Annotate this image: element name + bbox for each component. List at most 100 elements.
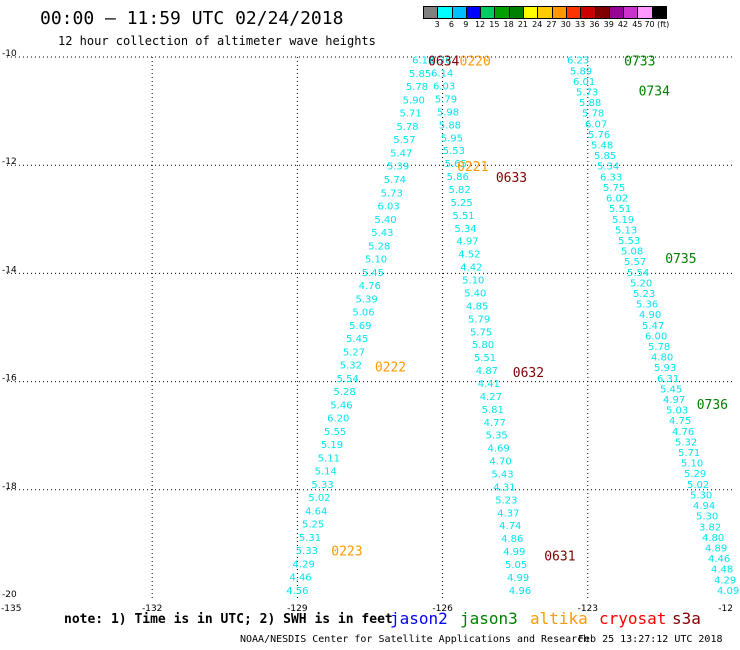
wave-height-value: 4.97	[663, 395, 685, 406]
pass-time-label: 0222	[375, 360, 406, 375]
wave-height-value: 5.93	[654, 363, 676, 374]
wave-height-value: 4.37	[497, 508, 519, 519]
legend-label: 21	[517, 20, 529, 29]
wave-height-value: 4.90	[639, 310, 661, 321]
lat-tick-label: -18	[2, 482, 17, 492]
lat-tick-label: -10	[2, 49, 17, 59]
wave-height-value: 5.76	[588, 130, 610, 141]
pass-time-label: 0736	[697, 398, 728, 413]
wave-height-value: 4.69	[487, 444, 509, 455]
wave-height-value: 6.02	[606, 194, 628, 205]
wave-height-value: 5.31	[299, 533, 321, 544]
wave-height-value: 4.74	[499, 521, 521, 532]
wave-height-value: 5.79	[435, 94, 457, 105]
legend-label: 18	[503, 20, 514, 29]
wave-height-value: 5.19	[321, 440, 343, 451]
wave-height-value: 5.53	[618, 236, 640, 247]
wave-height-value: 5.80	[472, 340, 494, 351]
wave-height-value: 5.40	[464, 288, 486, 299]
wave-height-value: 6.23	[567, 56, 589, 67]
wave-height-value: 4.86	[501, 534, 523, 545]
wave-height-value: 5.10	[462, 276, 484, 287]
wave-height-value: 4.76	[359, 281, 381, 292]
wave-height-value: 5.88	[579, 98, 601, 109]
wave-height-value: 5.79	[468, 314, 490, 325]
legend-labels: 3 6 9 12 15 18 21 24 27 30 33 36 39 42 45 70 (ft)	[423, 20, 670, 29]
wave-height-value: 5.27	[343, 347, 365, 358]
wave-height-value: 4.89	[705, 543, 727, 554]
pass-time-label: 0735	[665, 252, 696, 267]
wave-height-value: 4.80	[702, 533, 724, 544]
wave-height-value: 6.18	[412, 56, 434, 67]
wave-height-value: 5.45	[346, 334, 368, 345]
pass-time-label: 0733	[624, 55, 655, 70]
lat-tick-label: -20	[2, 590, 17, 600]
wave-height-value: 5.54	[627, 268, 649, 279]
wave-height-value: 5.65	[445, 159, 467, 170]
wave-height-value: 5.35	[486, 431, 508, 442]
lat-tick-label: -16	[2, 374, 17, 384]
wave-height-value: 6.07	[585, 119, 607, 130]
wave-height-value: 5.03	[666, 406, 688, 417]
wave-height-value: 5.10	[681, 459, 703, 470]
wave-height-value: 5.47	[642, 321, 664, 332]
lat-tick-label: -12	[2, 157, 17, 167]
wave-height-value: 5.78	[406, 82, 428, 93]
wave-height-value: 4.80	[651, 353, 673, 364]
wave-height-value: 5.25	[302, 520, 324, 531]
wave-height-value: 5.86	[447, 172, 469, 183]
wave-height-value: 5.39	[355, 294, 377, 305]
pass-time-label: 0632	[513, 366, 544, 381]
wave-height-value: 5.54	[337, 374, 359, 385]
wave-height-value: 3.82	[699, 522, 721, 533]
wave-height-value: 5.29	[684, 469, 706, 480]
wave-height-value: 5.89	[570, 66, 592, 77]
wave-height-value: 6.20	[327, 414, 349, 425]
wave-height-value: 5.34	[597, 162, 619, 173]
wave-height-value: 5.02	[308, 493, 330, 504]
lon-tick-label: -132	[142, 604, 162, 614]
wave-height-value: 5.78	[582, 109, 604, 120]
wave-height-value: 4.27	[480, 392, 502, 403]
satellite-jason3: jason3	[460, 609, 518, 628]
satellite-jason2: jason2	[390, 609, 448, 628]
pass-time-label: 0223	[331, 544, 362, 559]
wave-height-value: 5.45	[660, 384, 682, 395]
wave-height-value: 4.77	[484, 418, 506, 429]
wave-height-value: 5.20	[630, 278, 652, 289]
legend-label: 42	[617, 20, 629, 29]
wave-height-value: 4.46	[289, 573, 311, 584]
wave-height-value: 5.46	[330, 400, 352, 411]
wave-height-value: 5.85	[409, 69, 431, 80]
wave-height-value: 5.06	[352, 308, 374, 319]
wave-height-value: 4.64	[305, 506, 327, 517]
wave-height-value: 6.03	[433, 82, 455, 93]
wave-height-value: 5.23	[633, 289, 655, 300]
legend-label: 39	[603, 20, 614, 29]
pass-time-label: 0631	[544, 550, 575, 565]
wave-height-value: 4.75	[669, 416, 691, 427]
wave-height-value: 5.08	[621, 247, 643, 258]
wave-height-value: 5.51	[609, 204, 631, 215]
legend-label: 6	[448, 20, 454, 29]
wave-height-value: 5.81	[482, 405, 504, 416]
pass-time-label: 0221	[457, 160, 488, 175]
wave-height-value: 5.13	[615, 225, 637, 236]
wave-height-value: 5.90	[403, 95, 425, 106]
pass-time-label: 0734	[639, 84, 670, 99]
wave-height-value: 5.78	[648, 342, 670, 353]
wave-height-value: 5.45	[362, 268, 384, 279]
wave-height-value: 5.43	[371, 228, 393, 239]
lon-tick-label: -126	[432, 604, 453, 614]
wave-height-value: 5.51	[474, 353, 496, 364]
color-legend: 3 6 9 12 15 18 21 24 27 30 33 36 39 42 45 70 (ft)	[423, 6, 670, 29]
wave-height-value: 5.40	[374, 215, 396, 226]
wave-height-value: 5.47	[390, 148, 412, 159]
wave-height-value: 5.51	[452, 211, 474, 222]
wave-height-value: 4.76	[672, 427, 694, 438]
wave-height-value: 5.71	[678, 448, 700, 459]
wave-height-value: 4.99	[503, 547, 525, 558]
wave-height-value: 5.05	[505, 560, 527, 571]
satellite-altika: altika	[530, 609, 588, 628]
